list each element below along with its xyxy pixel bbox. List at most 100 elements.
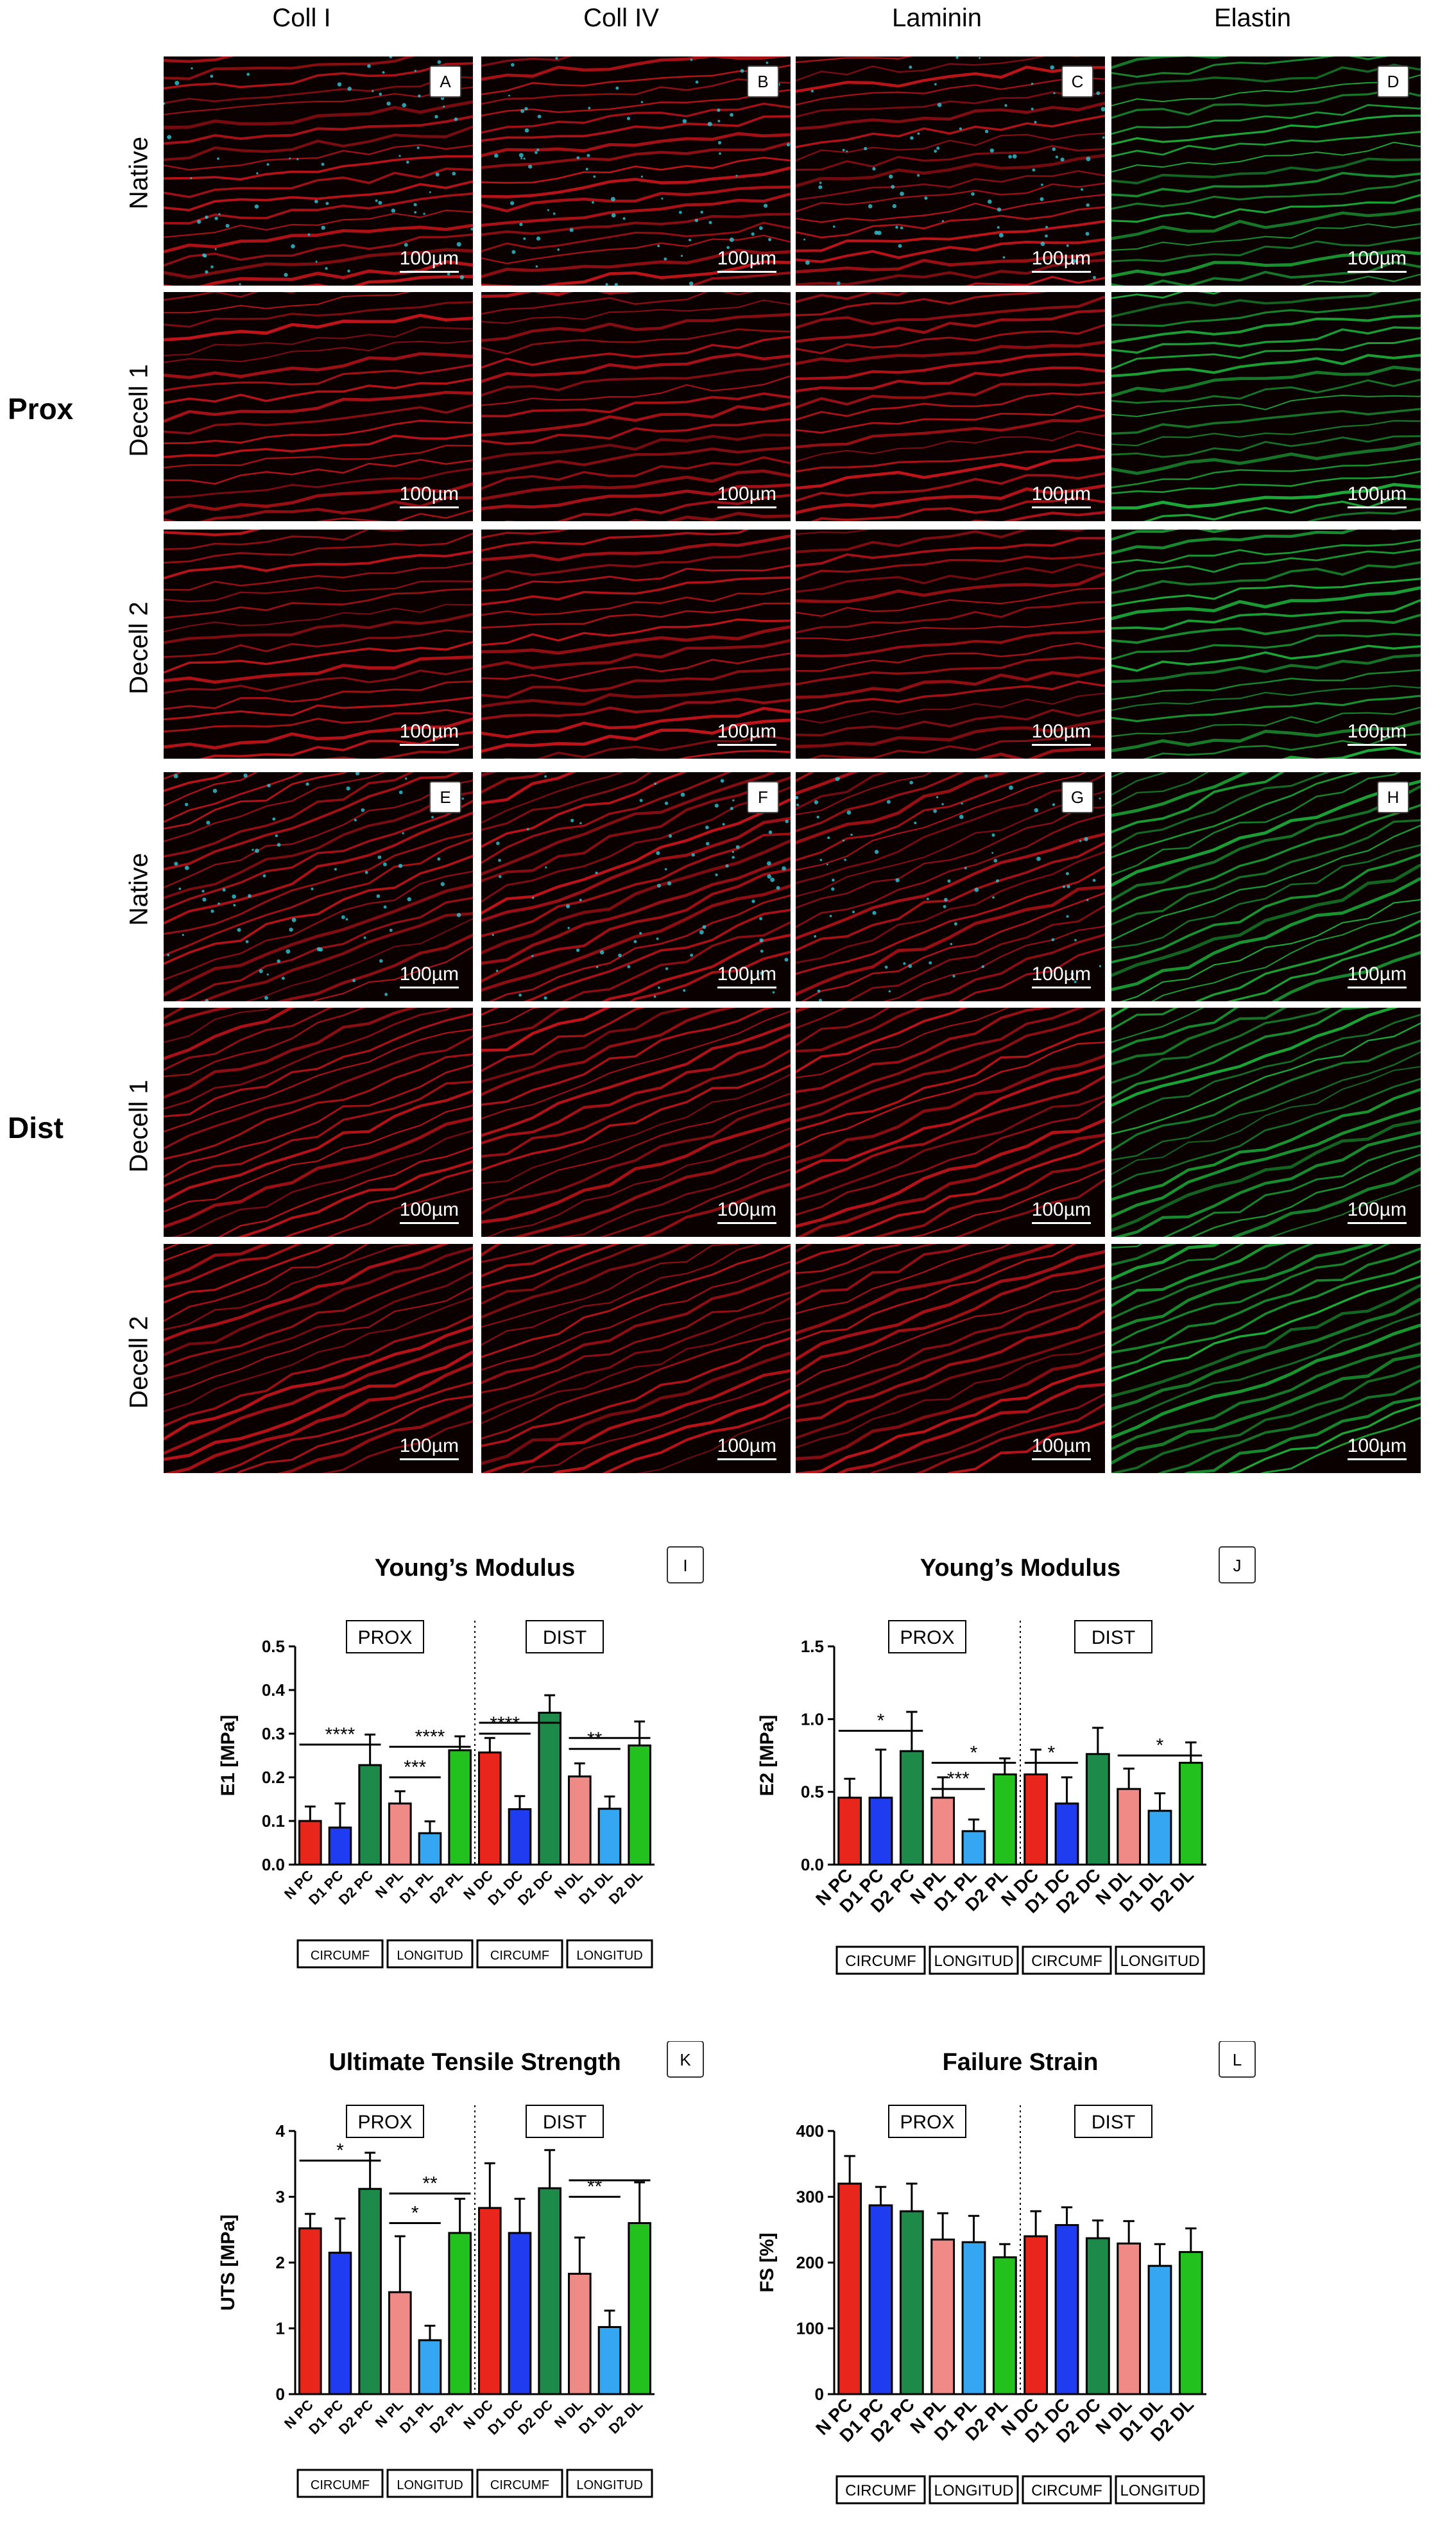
scale-bar-label: 100µm [717,1435,776,1456]
nucleus [218,213,221,216]
fiber [481,1269,791,1384]
tissue-texture [481,772,791,1001]
fiber [1111,337,1421,370]
fiber [796,772,1010,845]
nucleus [764,203,768,208]
nucleus [347,270,350,273]
nucleus [927,897,929,901]
nucleus [959,815,964,819]
nucleus [934,150,938,153]
nucleus [639,932,642,935]
nucleus [1032,168,1036,172]
y-tick-label: 0.5 [801,1782,824,1802]
chart-letter-box [667,2041,704,2078]
fiber [1111,548,1421,582]
scale-bar: 100µm [399,1199,459,1224]
fiber [481,292,791,315]
nucleus [759,917,763,920]
nucleus [518,153,524,158]
group-label: CIRCUMF [490,2478,549,2492]
bar [328,1826,352,1866]
nucleus [877,230,882,236]
fiber [1111,314,1421,344]
micrograph-panel: 100µm [481,1244,791,1473]
fiber [1111,1106,1421,1218]
fiber [164,1012,473,1117]
fiber [796,292,909,304]
fiber [164,854,473,965]
nucleus [730,113,733,117]
nucleus [992,896,995,899]
nucleus [277,959,280,963]
fiber [300,275,473,286]
group-label: CIRCUMF [311,1949,370,1963]
fiber [809,734,1105,759]
bar [1117,1788,1142,1866]
fiber [796,1244,1011,1315]
tissue-texture [796,772,1105,1001]
fiber [796,170,1105,201]
nucleus [726,246,730,249]
fiber [796,530,872,535]
group-label: CIRCUMF [1031,2482,1102,2499]
nucleus [205,215,209,219]
nucleus [275,834,278,838]
chart-letter-box [1219,2041,1256,2078]
nucleus [210,74,214,78]
fiber [914,933,1105,1001]
nucleus [519,223,523,227]
fiber [627,512,791,521]
nucleus [984,130,989,134]
nucleus [281,976,285,980]
scale-bar: 100µm [399,963,459,988]
fiber [164,800,473,911]
nucleus [1009,785,1013,790]
fiber [164,223,473,254]
micrograph-panel: C 100µm [796,56,1105,286]
fiber [796,259,1105,286]
fiber [164,680,473,710]
nucleus [844,858,846,861]
nucleus [768,830,773,834]
fiber [486,1127,791,1237]
fiber [796,1277,1105,1388]
nucleus [819,859,823,861]
nucleus [398,155,401,157]
nucleus [933,809,937,813]
nucleus [423,212,425,215]
fiber [164,1244,335,1304]
fiber [1111,1051,1421,1161]
group-box [476,2469,563,2498]
fiber [481,1244,621,1289]
section-label: DIST [543,1627,587,1648]
significance-label: * [877,1710,885,1731]
y-tick-label: 4 [276,2121,286,2141]
scale-bar-line [399,1222,459,1224]
nucleus [376,894,381,898]
fiber [164,377,473,404]
fiber [1111,599,1421,630]
nucleus [639,798,643,802]
nucleus [345,918,348,921]
scale-bar-line [1347,744,1407,746]
fiber [796,1064,1105,1174]
fiber [481,534,791,562]
fiber [481,1008,570,1041]
nucleus [831,887,835,891]
nucleus [434,115,438,119]
nucleus [527,828,529,831]
fiber [796,719,1105,748]
fiber [164,772,304,823]
fiber [1111,772,1251,817]
fiber [796,680,1105,714]
fiber [1111,178,1421,210]
significance-label: * [1047,1742,1055,1763]
scale-bar: 100µm [1031,1199,1091,1224]
micrograph-panel: B 100µm [481,56,791,286]
bar [388,1802,412,1866]
fiber [164,233,473,267]
fiber [1111,1088,1421,1202]
nucleus [437,857,441,861]
fiber [481,618,791,646]
fiber [481,313,791,342]
